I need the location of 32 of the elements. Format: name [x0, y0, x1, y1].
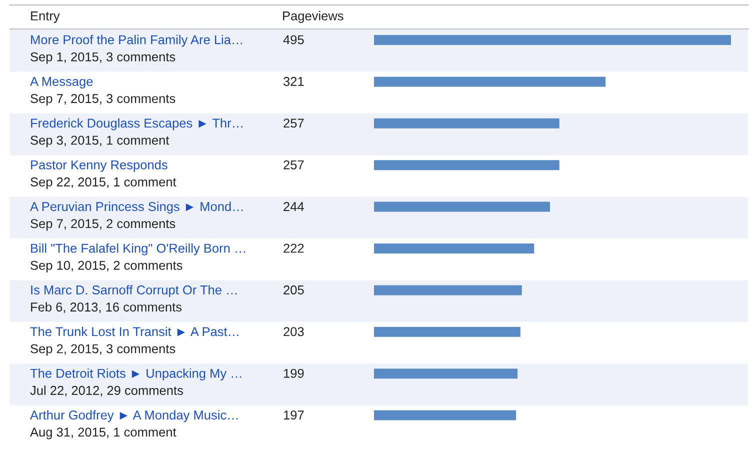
- bar: [374, 202, 550, 212]
- bar: [374, 118, 560, 128]
- text: Pageviews: [283, 11, 344, 23]
- y-tick-label: The Detroit Riots ► Unpacking My … Jul 22, 2012, 29 comments: [30, 368, 242, 396]
- bar: [374, 368, 518, 379]
- bar: [374, 326, 520, 337]
- y-tick-label: A Message Sep 7, 2015, 3 comments: [30, 77, 176, 106]
- y-tick-label: Bill "The Falafel King" O'Reilly Born … Sep 10, 2015, 2 comments: [30, 243, 246, 272]
- y-tick-label: Arthur Godfrey ► A Monday Music… Aug 31, 2015, 1 comment: [30, 410, 238, 440]
- data-label: 199: [284, 368, 304, 378]
- bar: [374, 160, 560, 170]
- data-label: 495: [283, 35, 304, 44]
- bar: [374, 244, 534, 254]
- y-tick-label: Pastor Kenny Responds Sep 22, 2015, 1 comment: [30, 160, 176, 189]
- bar: [374, 410, 516, 420]
- data-label: 203: [284, 327, 304, 336]
- y-tick-label: The Trunk Lost In Transit ► A Past… Sep 2, 2015, 3 comments: [30, 326, 238, 356]
- data-label: 222: [284, 244, 304, 253]
- text: Entry: [31, 12, 60, 23]
- y-tick-label: More Proof the Palin Family Are Lia… Sep 1, 2015, 3 comments: [30, 34, 242, 64]
- y-tick-label: Frederick Douglass Escapes ► Thr… Sep 3, 2015, 1 comment: [30, 118, 242, 148]
- y-tick-label: A Peruvian Princess Sings ► Mond… Sep 7, 2015, 2 comments: [30, 202, 243, 231]
- data-label: 257: [284, 118, 304, 128]
- bar: [374, 76, 606, 87]
- bar: [374, 35, 731, 46]
- data-label: 321: [283, 76, 304, 86]
- data-label: 197: [284, 410, 304, 420]
- y-tick-label: Is Marc D. Sarnoff Corrupt Or The … Feb 6, 2013, 16 comments: [31, 285, 237, 314]
- bar: [374, 285, 522, 296]
- data-label: 257: [284, 160, 304, 170]
- data-label: 244: [284, 202, 304, 211]
- data-label: 205: [284, 285, 304, 294]
